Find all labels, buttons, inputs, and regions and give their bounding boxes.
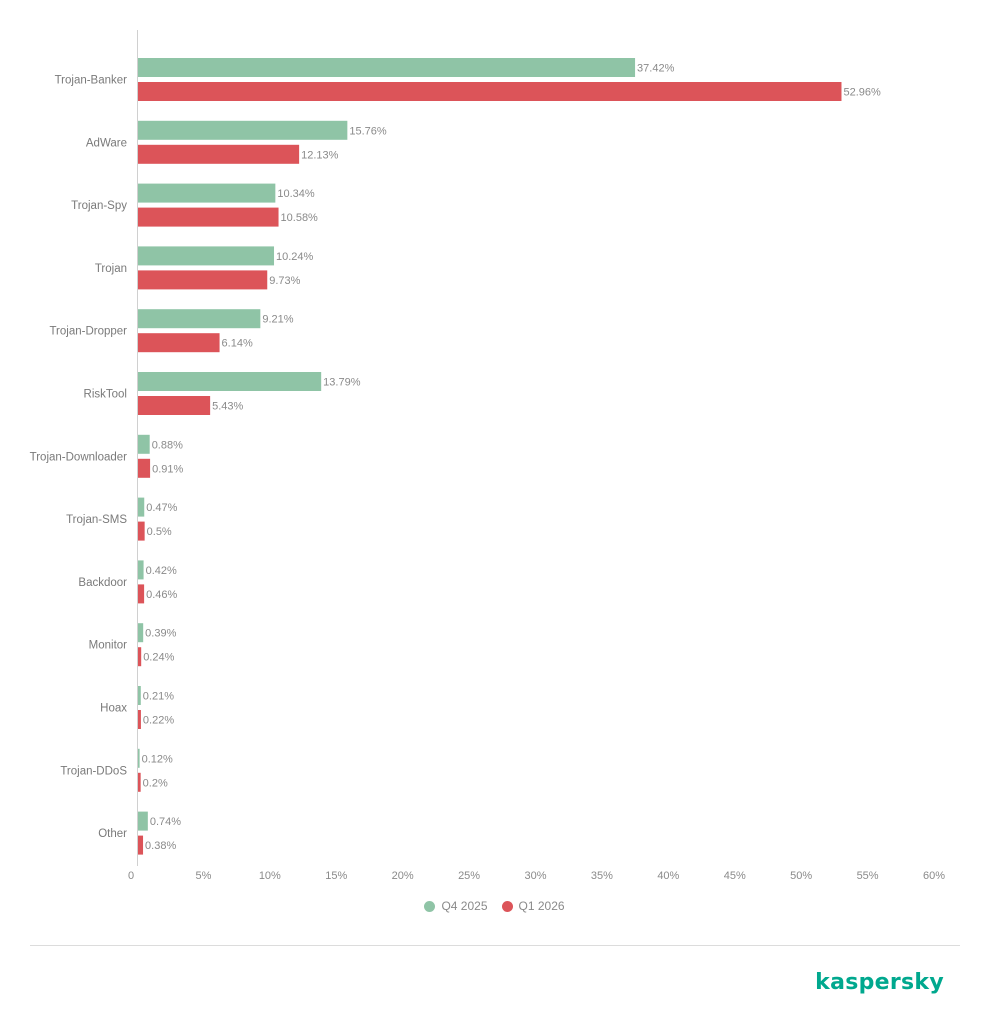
data-label-risktool-q4-2025: 13.79% xyxy=(323,377,361,389)
x-tick-label: 35% xyxy=(591,870,613,882)
data-label-trojan-sms-q4-2025: 0.47% xyxy=(146,502,177,514)
x-tick-label: 25% xyxy=(458,870,480,882)
data-label-hoax-q4-2025: 0.21% xyxy=(143,691,174,703)
bar-monitor-q4-2025 xyxy=(138,623,144,643)
x-tick-label: 5% xyxy=(195,870,211,882)
bar-backdoor-q4-2025 xyxy=(138,560,144,580)
bar-risktool-q4-2025 xyxy=(138,372,322,391)
category-label-backdoor: Backdoor xyxy=(78,577,127,589)
bar-other-q4-2025 xyxy=(138,811,148,831)
data-label-trojan-ddos-q4-2025: 0.12% xyxy=(142,753,173,765)
bar-adware-q4-2025 xyxy=(138,120,348,140)
x-tick-label: 30% xyxy=(524,870,546,882)
bar-risktool-q1-2026 xyxy=(138,396,211,415)
bar-trojan-ddos-q4-2025 xyxy=(138,748,140,768)
category-label-trojan-ddos: Trojan-DDoS xyxy=(60,765,127,777)
data-label-trojan-sms-q1-2026: 0.5% xyxy=(147,526,172,538)
category-label-trojan-spy: Trojan-Spy xyxy=(71,200,127,212)
data-label-adware-q1-2026: 12.13% xyxy=(301,149,339,161)
data-label-trojan-downloader-q4-2025: 0.88% xyxy=(152,439,183,451)
data-label-trojan-dropper-q1-2026: 6.14% xyxy=(222,338,253,350)
category-label-trojan-downloader: Trojan-Downloader xyxy=(30,451,128,463)
x-tick-label: 50% xyxy=(790,870,812,882)
category-label-trojan-banker: Trojan-Banker xyxy=(55,75,128,87)
data-label-trojan-downloader-q1-2026: 0.91% xyxy=(152,463,183,475)
category-label-trojan-sms: Trojan-SMS xyxy=(66,514,127,526)
legend-label-q4-2025: Q4 2025 xyxy=(441,899,488,913)
bar-trojan-q1-2026 xyxy=(138,270,268,290)
data-label-trojan-q4-2025: 10.24% xyxy=(276,251,314,263)
category-label-other: Other xyxy=(98,828,127,840)
legend-swatch-q1-2026 xyxy=(501,900,513,912)
chart-legend: Q4 2025 Q1 2026 xyxy=(0,899,989,913)
bar-trojan-q4-2025 xyxy=(138,246,275,266)
bar-trojan-banker-q1-2026 xyxy=(138,82,842,101)
bar-hoax-q1-2026 xyxy=(138,710,141,729)
bar-trojan-ddos-q1-2026 xyxy=(138,772,141,792)
bar-trojan-sms-q1-2026 xyxy=(138,521,145,541)
category-label-adware: AdWare xyxy=(86,137,127,149)
x-tick-label: 0 xyxy=(128,870,134,882)
bar-backdoor-q1-2026 xyxy=(138,584,145,604)
bar-trojan-spy-q4-2025 xyxy=(138,183,276,203)
x-tick-label: 40% xyxy=(657,870,679,882)
category-label-trojan: Trojan xyxy=(95,263,127,275)
legend-label-q1-2026: Q1 2026 xyxy=(518,899,565,913)
legend-item-q1-2026[interactable]: Q1 2026 xyxy=(501,899,565,913)
data-label-adware-q4-2025: 15.76% xyxy=(349,125,387,137)
data-label-other-q1-2026: 0.38% xyxy=(145,840,176,852)
data-label-backdoor-q4-2025: 0.42% xyxy=(146,565,177,577)
bar-trojan-banker-q4-2025 xyxy=(138,58,636,77)
bar-trojan-dropper-q4-2025 xyxy=(138,309,261,329)
x-tick-label: 20% xyxy=(392,870,414,882)
category-label-hoax: Hoax xyxy=(100,703,127,715)
bar-chart: Trojan-Banker 37.42% 52.96% AdWare 15.76% 12.… xyxy=(30,30,945,882)
kaspersky-logo: kaspersky xyxy=(815,970,944,995)
data-label-trojan-spy-q1-2026: 10.58% xyxy=(281,212,319,224)
x-tick-label: 15% xyxy=(325,870,347,882)
bar-other-q1-2026 xyxy=(138,835,144,855)
x-tick-label: 45% xyxy=(724,870,746,882)
data-label-trojan-q1-2026: 9.73% xyxy=(269,275,300,287)
data-label-trojan-banker-q1-2026: 52.96% xyxy=(843,87,881,99)
bar-hoax-q4-2025 xyxy=(138,686,141,705)
data-label-trojan-ddos-q1-2026: 0.2% xyxy=(143,777,168,789)
category-label-trojan-dropper: Trojan-Dropper xyxy=(49,326,127,338)
x-tick-label: 10% xyxy=(259,870,281,882)
data-label-monitor-q1-2026: 0.24% xyxy=(143,652,174,664)
legend-item-q4-2025[interactable]: Q4 2025 xyxy=(424,899,488,913)
bar-adware-q1-2026 xyxy=(138,144,300,164)
data-label-trojan-spy-q4-2025: 10.34% xyxy=(277,188,315,200)
x-tick-label: 55% xyxy=(857,870,879,882)
data-label-trojan-banker-q4-2025: 37.42% xyxy=(637,63,675,75)
data-label-monitor-q4-2025: 0.39% xyxy=(145,628,176,640)
bar-trojan-sms-q4-2025 xyxy=(138,497,145,517)
bar-trojan-spy-q1-2026 xyxy=(138,207,279,227)
data-label-risktool-q1-2026: 5.43% xyxy=(212,401,243,413)
data-label-hoax-q1-2026: 0.22% xyxy=(143,715,174,727)
category-label-risktool: RiskTool xyxy=(84,389,127,401)
data-label-other-q4-2025: 0.74% xyxy=(150,816,181,828)
data-label-backdoor-q1-2026: 0.46% xyxy=(146,589,177,601)
bar-monitor-q1-2026 xyxy=(138,647,142,667)
footer-divider xyxy=(30,945,960,946)
category-label-monitor: Monitor xyxy=(89,640,128,652)
bar-trojan-dropper-q1-2026 xyxy=(138,333,220,353)
data-label-trojan-dropper-q4-2025: 9.21% xyxy=(262,314,293,326)
x-tick-label: 60% xyxy=(923,870,945,882)
legend-swatch-q4-2025 xyxy=(424,900,436,912)
bar-trojan-downloader-q1-2026 xyxy=(138,458,151,478)
bar-trojan-downloader-q4-2025 xyxy=(138,434,150,454)
chart-area: Trojan-Banker 37.42% 52.96% AdWare 15.76% 12.… xyxy=(30,30,945,882)
